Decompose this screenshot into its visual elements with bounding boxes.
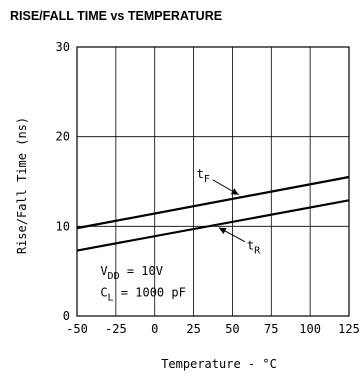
tick-labels: -50 -25 0 25 50 75 100 125 0 10 20 30 [56, 40, 360, 336]
plot-frame [76, 46, 350, 317]
cl-annotation: CL = 1000 pF [100, 285, 186, 303]
y-tick-label: 10 [56, 219, 70, 233]
y-tick-label: 0 [63, 309, 70, 323]
series-line-tr [76, 199, 350, 252]
series [76, 175, 350, 252]
vdd-annotation: VDD = 10V [100, 264, 163, 282]
x-tick-label: 125 [338, 322, 360, 336]
tr-label: tR [247, 239, 261, 257]
x-tick-label: 0 [151, 322, 158, 336]
y-tick-label: 30 [56, 40, 70, 54]
tr-arrow-head [218, 227, 227, 235]
tf-label: tF [197, 167, 210, 185]
x-tick-label: 25 [186, 322, 200, 336]
x-tick-label: 75 [264, 322, 278, 336]
x-tick-label: -50 [66, 322, 88, 336]
x-axis-label: Temperature - °C [161, 357, 277, 371]
y-axis-label: Rise/Fall Time (ns) [15, 117, 29, 254]
series-line-tf [76, 175, 350, 230]
chart-title: RISE/FALL TIME vs TEMPERATURE [10, 9, 223, 23]
x-tick-label: 100 [299, 322, 321, 336]
y-tick-label: 20 [56, 130, 70, 144]
x-tick-label: 50 [225, 322, 239, 336]
x-tick-label: -25 [105, 322, 127, 336]
tf-arrow-head [230, 188, 239, 195]
